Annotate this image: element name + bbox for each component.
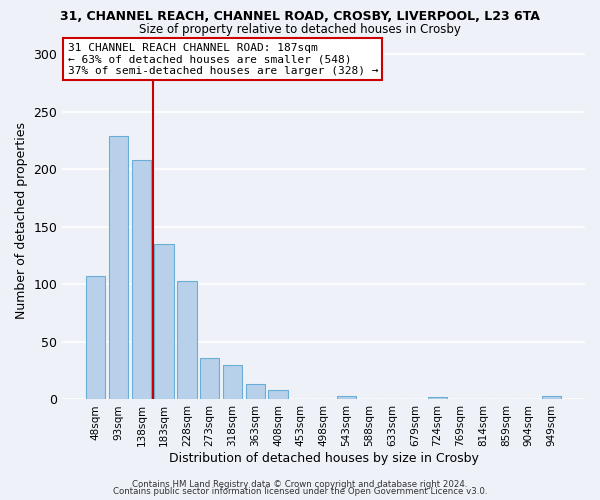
Bar: [131, 160, 151, 400]
Text: Contains HM Land Registry data © Crown copyright and database right 2024.: Contains HM Land Registry data © Crown c…: [132, 480, 468, 489]
Bar: [154, 244, 174, 400]
Text: Size of property relative to detached houses in Crosby: Size of property relative to detached ho…: [139, 22, 461, 36]
Bar: [200, 358, 220, 400]
Text: 31 CHANNEL REACH CHANNEL ROAD: 187sqm
← 63% of detached houses are smaller (548): 31 CHANNEL REACH CHANNEL ROAD: 187sqm ← …: [68, 42, 378, 76]
Bar: [428, 397, 447, 400]
Bar: [177, 281, 197, 400]
Bar: [268, 390, 288, 400]
Bar: [337, 396, 356, 400]
Bar: [109, 136, 128, 400]
Bar: [245, 384, 265, 400]
Text: 31, CHANNEL REACH, CHANNEL ROAD, CROSBY, LIVERPOOL, L23 6TA: 31, CHANNEL REACH, CHANNEL ROAD, CROSBY,…: [60, 10, 540, 23]
Bar: [223, 365, 242, 400]
Text: Contains public sector information licensed under the Open Government Licence v3: Contains public sector information licen…: [113, 487, 487, 496]
Bar: [86, 276, 106, 400]
Y-axis label: Number of detached properties: Number of detached properties: [15, 122, 28, 320]
Bar: [542, 396, 561, 400]
X-axis label: Distribution of detached houses by size in Crosby: Distribution of detached houses by size …: [169, 452, 479, 465]
